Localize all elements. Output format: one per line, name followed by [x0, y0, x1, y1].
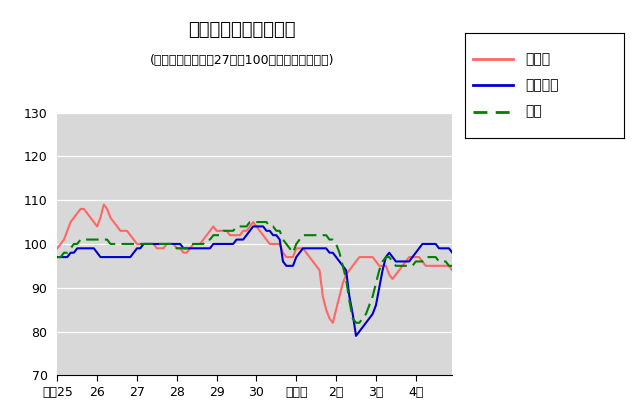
Text: 鳥取県: 鳥取県 [526, 53, 550, 66]
全国 [54, 254, 61, 259]
全国 [329, 237, 336, 242]
全国 [372, 281, 380, 286]
鳥取県 [163, 241, 171, 246]
全国 [160, 241, 168, 246]
中国地方 [136, 246, 144, 251]
Text: (季節調整済、平成27年＝100、３か月移動平均): (季節調整済、平成27年＝100、３か月移動平均) [150, 54, 334, 67]
Line: 全国: 全国 [57, 222, 452, 323]
鳥取県 [100, 202, 108, 207]
中国地方 [276, 237, 283, 242]
全国 [276, 229, 283, 234]
中国地方 [329, 250, 336, 255]
鳥取県 [329, 320, 336, 325]
鳥取県 [276, 241, 283, 246]
中国地方 [352, 334, 360, 339]
鳥取県 [140, 241, 147, 246]
Text: 全国: 全国 [526, 105, 542, 118]
Line: 中国地方: 中国地方 [57, 226, 452, 336]
鳥取県 [448, 268, 456, 273]
中国地方 [160, 241, 168, 246]
中国地方 [448, 250, 456, 255]
全国 [246, 219, 254, 224]
鳥取県 [442, 264, 450, 269]
鳥取県 [372, 259, 380, 264]
鳥取県 [333, 307, 340, 312]
全国 [442, 259, 450, 264]
Text: 中国地方: 中国地方 [526, 78, 559, 93]
中国地方 [54, 254, 61, 259]
全国 [352, 320, 360, 325]
中国地方 [249, 224, 257, 229]
鳥取県 [54, 246, 61, 251]
全国 [448, 264, 456, 269]
全国 [136, 241, 144, 246]
Text: 銃工業生産指数の推移: 銃工業生産指数の推移 [189, 21, 296, 39]
中国地方 [442, 246, 450, 251]
Line: 鳥取県: 鳥取県 [57, 205, 452, 323]
中国地方 [372, 303, 380, 308]
